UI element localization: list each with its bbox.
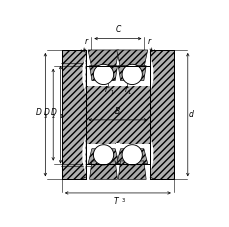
Bar bbox=[150, 50, 173, 179]
Polygon shape bbox=[150, 135, 153, 174]
Polygon shape bbox=[113, 164, 150, 167]
Bar bbox=[62, 50, 85, 179]
Polygon shape bbox=[89, 66, 117, 81]
Text: 1: 1 bbox=[59, 114, 62, 119]
Text: r: r bbox=[85, 37, 88, 46]
Bar bbox=[115, 63, 120, 86]
Bar bbox=[144, 63, 150, 86]
Polygon shape bbox=[88, 50, 119, 68]
Polygon shape bbox=[88, 149, 119, 164]
Text: 3: 3 bbox=[121, 198, 124, 203]
Circle shape bbox=[93, 145, 113, 165]
Text: r: r bbox=[124, 85, 127, 94]
Text: 1: 1 bbox=[110, 90, 113, 95]
Text: r: r bbox=[147, 37, 150, 46]
Bar bbox=[115, 143, 120, 166]
Text: d: d bbox=[188, 110, 193, 119]
Text: r: r bbox=[105, 85, 108, 94]
Circle shape bbox=[122, 145, 142, 165]
Text: 1: 1 bbox=[127, 90, 130, 95]
Text: B: B bbox=[115, 106, 120, 116]
Polygon shape bbox=[150, 55, 153, 94]
Bar bbox=[85, 144, 91, 166]
Text: T: T bbox=[113, 197, 118, 206]
Polygon shape bbox=[85, 62, 121, 66]
Text: C: C bbox=[115, 25, 120, 34]
Polygon shape bbox=[89, 161, 117, 179]
Polygon shape bbox=[85, 164, 121, 167]
Polygon shape bbox=[118, 66, 146, 81]
Bar bbox=[85, 144, 150, 164]
Circle shape bbox=[122, 64, 142, 85]
Polygon shape bbox=[113, 62, 150, 66]
Polygon shape bbox=[82, 135, 85, 174]
Bar bbox=[85, 66, 150, 86]
Polygon shape bbox=[116, 50, 147, 68]
Text: D: D bbox=[35, 108, 41, 117]
Circle shape bbox=[93, 64, 113, 85]
Bar bbox=[144, 144, 150, 166]
Text: 2: 2 bbox=[52, 114, 55, 119]
Polygon shape bbox=[82, 55, 85, 94]
Text: D: D bbox=[51, 108, 57, 117]
Polygon shape bbox=[116, 149, 147, 164]
Bar bbox=[85, 63, 91, 86]
Polygon shape bbox=[118, 161, 146, 179]
Text: 3: 3 bbox=[44, 114, 47, 119]
Text: D: D bbox=[43, 108, 49, 117]
Bar bbox=[85, 66, 150, 164]
